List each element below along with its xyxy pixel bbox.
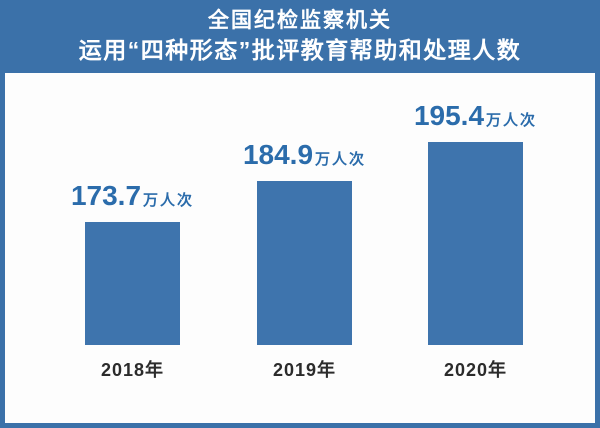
x-axis-label-2020: 2020年 (443, 360, 508, 380)
chart-title-line1: 全国纪检监察机关 (208, 9, 392, 32)
bar-2019 (257, 181, 352, 345)
bar-value-label-2020: 195.4 万人次 (414, 102, 537, 130)
bar-2018 (85, 222, 180, 345)
bar-value-number: 173.7 (70, 180, 142, 211)
chart-header: 全国纪检监察机关 运用“四种形态”批评教育帮助和处理人数 (0, 0, 600, 73)
bar-value-unit: 万人次 (486, 112, 538, 129)
bar-value-unit: 万人次 (315, 151, 367, 168)
bar-value-unit: 万人次 (143, 192, 195, 209)
bar-2020 (428, 142, 523, 345)
bar-group-2020: 195.4 万人次 2020年 (414, 102, 535, 381)
bar-value-label-2018: 173.7 万人次 (71, 182, 194, 210)
chart-plot-area: 173.7 万人次 2018年 184.9 万人次 2019年 195.4 万人次 2… (5, 73, 595, 423)
bar-value-number: 195.4 (413, 100, 485, 131)
x-axis-label-2018: 2018年 (100, 360, 165, 380)
bar-group-2018: 173.7 万人次 2018年 (71, 182, 192, 381)
bar-group-2019: 184.9 万人次 2019年 (243, 141, 364, 381)
x-axis-label-2019: 2019年 (272, 360, 337, 380)
bar-value-label-2019: 184.9 万人次 (243, 141, 366, 169)
bar-value-number: 184.9 (242, 139, 314, 170)
chart-title-line2: 运用“四种形态”批评教育帮助和处理人数 (78, 37, 522, 64)
